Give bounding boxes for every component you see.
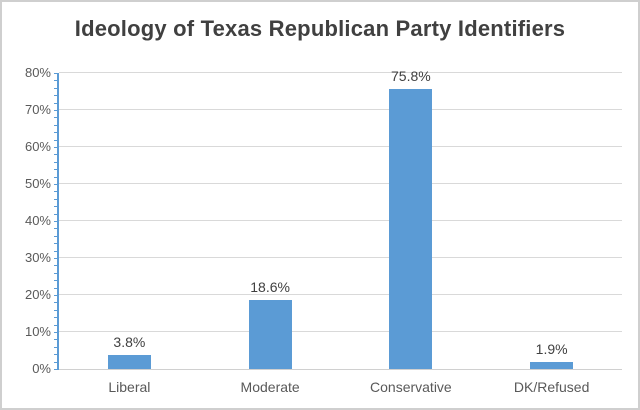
y-axis-minor-tick: [54, 124, 59, 126]
y-axis-minor-tick: [54, 361, 59, 363]
y-axis-minor-tick: [54, 117, 59, 119]
y-axis-minor-tick: [54, 176, 59, 178]
y-axis-minor-tick: [54, 324, 59, 326]
y-axis-minor-tick: [54, 132, 59, 134]
y-axis-minor-tick: [54, 87, 59, 89]
y-axis-minor-tick: [54, 221, 59, 222]
y-axis-tick-label: 20%: [24, 287, 51, 302]
y-axis-minor-tick: [54, 102, 59, 104]
gridline: [59, 257, 622, 258]
y-axis-tick-label: 30%: [24, 250, 51, 265]
y-axis-minor-tick: [54, 95, 59, 97]
y-axis-minor-tick: [54, 169, 59, 171]
y-axis-minor-tick: [54, 287, 59, 289]
gridline: [59, 220, 622, 221]
category-label: Liberal: [108, 379, 151, 395]
y-axis-minor-tick: [54, 302, 59, 304]
bar-value-label: 3.8%: [113, 334, 146, 350]
y-axis-tick-label: 80%: [24, 65, 51, 80]
y-axis-minor-tick: [54, 191, 59, 193]
y-axis-minor-tick: [54, 161, 59, 163]
y-axis-minor-tick: [54, 250, 59, 252]
y-axis-minor-tick: [54, 73, 59, 74]
chart-title: Ideology of Texas Republican Party Ident…: [74, 16, 566, 41]
category-label: Conservative: [370, 379, 452, 395]
y-axis-minor-tick: [54, 354, 59, 356]
bar-value-label: 1.9%: [535, 341, 568, 357]
y-axis-minor-tick: [54, 265, 59, 267]
y-axis-minor-tick: [54, 272, 59, 274]
bar-value-label: 75.8%: [391, 68, 431, 84]
y-axis-tick-label: 40%: [24, 213, 51, 228]
bar-liberal: [107, 355, 151, 369]
y-axis-minor-tick: [54, 295, 59, 296]
y-axis-minor-tick: [54, 243, 59, 245]
y-axis-minor-tick: [54, 80, 59, 82]
y-axis-minor-tick: [54, 339, 59, 341]
y-axis-minor-tick: [54, 147, 59, 148]
y-axis-tick-label: 70%: [24, 102, 51, 117]
y-axis-minor-tick: [54, 309, 59, 311]
y-axis-minor-tick: [54, 317, 59, 319]
y-axis-tick-label: 10%: [24, 324, 51, 339]
bar-value-label: 18.6%: [250, 279, 290, 295]
category-label: Moderate: [240, 379, 300, 395]
category-label: DK/Refused: [513, 379, 590, 395]
plot-area: 0% 10% 20% 30% 40% 50% 60% 70% 80% 3.8% Liberal 18.…: [25, 65, 622, 395]
y-axis-minor-tick: [54, 235, 59, 237]
y-axis-minor-tick: [54, 198, 59, 200]
y-axis-minor-tick: [54, 139, 59, 141]
y-axis-minor-tick: [54, 110, 59, 111]
gridline: [59, 294, 622, 295]
bar-moderate: [248, 300, 292, 369]
y-axis-minor-tick: [54, 184, 59, 185]
gridline: [59, 72, 622, 73]
bar-conservative: [389, 89, 433, 369]
y-axis-minor-tick: [54, 369, 59, 370]
y-axis-minor-tick: [54, 213, 59, 215]
gridline: [59, 183, 622, 184]
y-axis-minor-tick: [54, 332, 59, 333]
y-axis-minor-tick: [54, 258, 59, 259]
y-axis-minor-tick: [54, 228, 59, 230]
gridline: [59, 331, 622, 332]
y-axis-tick-label: 50%: [24, 176, 51, 191]
y-axis-tick-label: 0%: [32, 361, 51, 376]
y-axis-minor-tick: [54, 280, 59, 282]
gridline: [59, 146, 622, 147]
gridline: [59, 109, 622, 110]
y-axis-minor-tick: [54, 154, 59, 156]
y-axis-tick-label: 60%: [24, 139, 51, 154]
y-axis-minor-tick: [54, 346, 59, 348]
bar-dk-refused: [530, 362, 574, 369]
y-axis-minor-tick: [54, 206, 59, 208]
x-axis-line: [57, 369, 622, 370]
